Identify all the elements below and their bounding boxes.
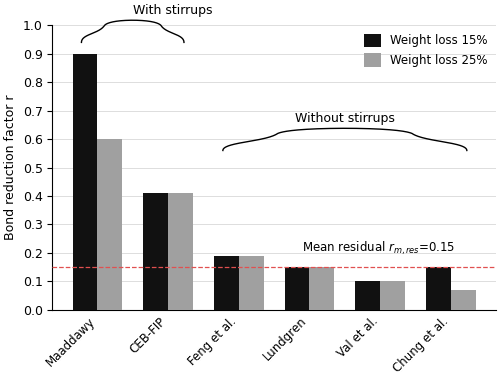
Bar (310, 267, 334, 310)
Bar (98, 139, 122, 310)
Text: With stirrups: With stirrups (132, 5, 212, 17)
Y-axis label: Bond reduction factor r: Bond reduction factor r (4, 95, 17, 240)
Bar (239, 256, 264, 310)
Text: Mean residual $r_{m,res}$=0.15: Mean residual $r_{m,res}$=0.15 (302, 240, 456, 257)
Bar (72, 54, 98, 310)
Bar (426, 267, 451, 310)
Bar (451, 290, 475, 310)
Bar (284, 267, 310, 310)
Bar (144, 193, 168, 310)
Bar (356, 281, 380, 310)
Bar (380, 281, 405, 310)
Legend: Weight loss 15%, Weight loss 25%: Weight loss 15%, Weight loss 25% (360, 29, 492, 72)
Bar (168, 193, 193, 310)
Text: Without stirrups: Without stirrups (295, 113, 395, 125)
Bar (214, 256, 239, 310)
